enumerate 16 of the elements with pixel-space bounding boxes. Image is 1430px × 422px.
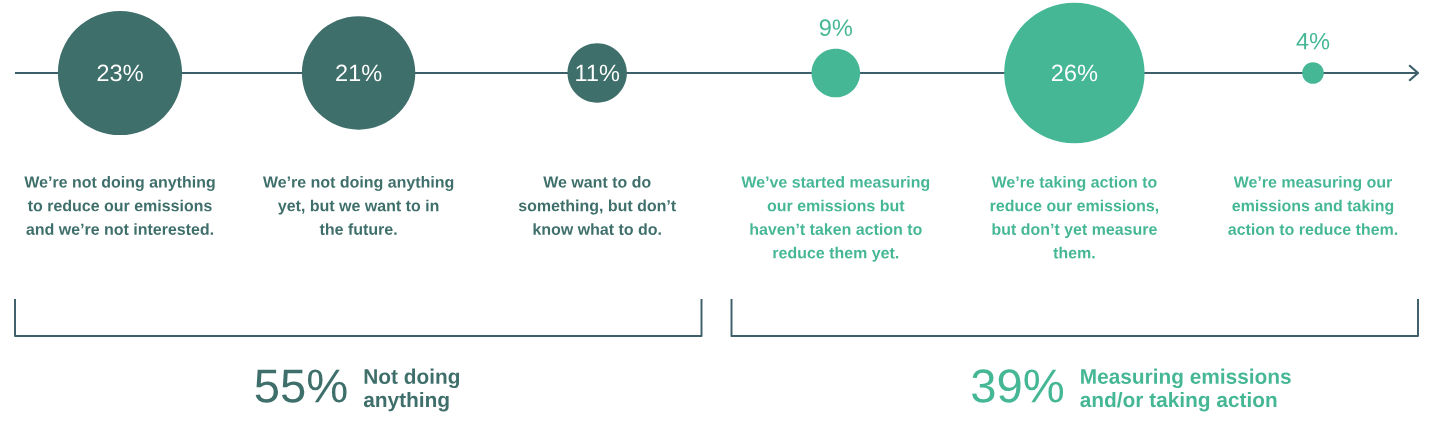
category-label: We’re measuring our emissions and taking action to reduce them. — [1228, 176, 1398, 236]
data-label: 11% — [576, 64, 620, 82]
category-label: We’re taking action to reduce our emissions, but don’t yet measure them. — [990, 176, 1159, 259]
data-label: 26% — [1051, 64, 1098, 82]
text: Not doing anything — [363, 368, 460, 412]
text: 39% — [972, 369, 1064, 403]
text: Measuring emissions and/or taking action — [1080, 368, 1291, 412]
text: 55% — [255, 369, 347, 403]
category-label: We’re not doing anything yet, but we want to in the future. — [262, 176, 454, 235]
category-label: We’re not doing anything to reduce our emissions and we’re not interested. — [24, 176, 215, 235]
category-label: We’ve started measuring our emissions but haven’t taken action to reduce them yet. — [741, 176, 930, 262]
data-label: 9% — [819, 19, 853, 37]
data-label: 4% — [1296, 32, 1330, 50]
category-label: We want to do something, but don’t know what to do. — [518, 176, 676, 235]
data-label: 23% — [97, 64, 143, 82]
data-label: 21% — [336, 64, 382, 82]
